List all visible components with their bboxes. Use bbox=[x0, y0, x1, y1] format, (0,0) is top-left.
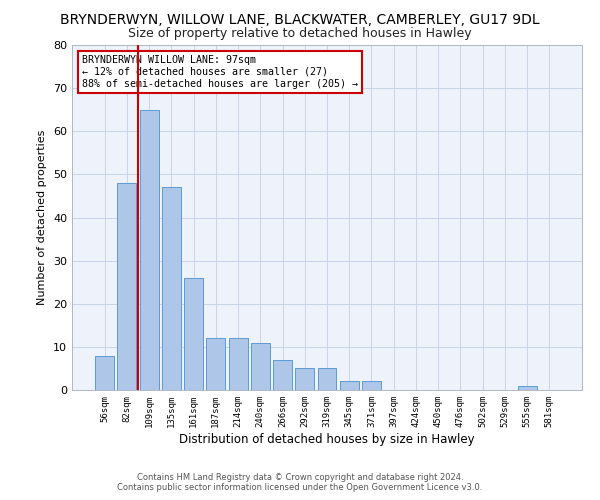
Bar bbox=[317, 368, 337, 390]
Bar bbox=[184, 278, 203, 390]
Bar bbox=[273, 360, 292, 390]
Bar bbox=[251, 342, 270, 390]
Text: BRYNDERWYN, WILLOW LANE, BLACKWATER, CAMBERLEY, GU17 9DL: BRYNDERWYN, WILLOW LANE, BLACKWATER, CAM… bbox=[60, 12, 540, 26]
Bar bbox=[95, 356, 114, 390]
Text: Contains HM Land Registry data © Crown copyright and database right 2024.
Contai: Contains HM Land Registry data © Crown c… bbox=[118, 473, 482, 492]
Bar bbox=[229, 338, 248, 390]
Text: BRYNDERWYN WILLOW LANE: 97sqm
← 12% of detached houses are smaller (27)
88% of s: BRYNDERWYN WILLOW LANE: 97sqm ← 12% of d… bbox=[82, 56, 358, 88]
Bar bbox=[140, 110, 158, 390]
Bar bbox=[295, 368, 314, 390]
Bar bbox=[518, 386, 536, 390]
Bar bbox=[362, 382, 381, 390]
Y-axis label: Number of detached properties: Number of detached properties bbox=[37, 130, 47, 305]
Bar bbox=[340, 382, 359, 390]
Bar bbox=[206, 338, 225, 390]
Bar bbox=[118, 183, 136, 390]
Bar bbox=[162, 188, 181, 390]
Text: Size of property relative to detached houses in Hawley: Size of property relative to detached ho… bbox=[128, 28, 472, 40]
X-axis label: Distribution of detached houses by size in Hawley: Distribution of detached houses by size … bbox=[179, 432, 475, 446]
